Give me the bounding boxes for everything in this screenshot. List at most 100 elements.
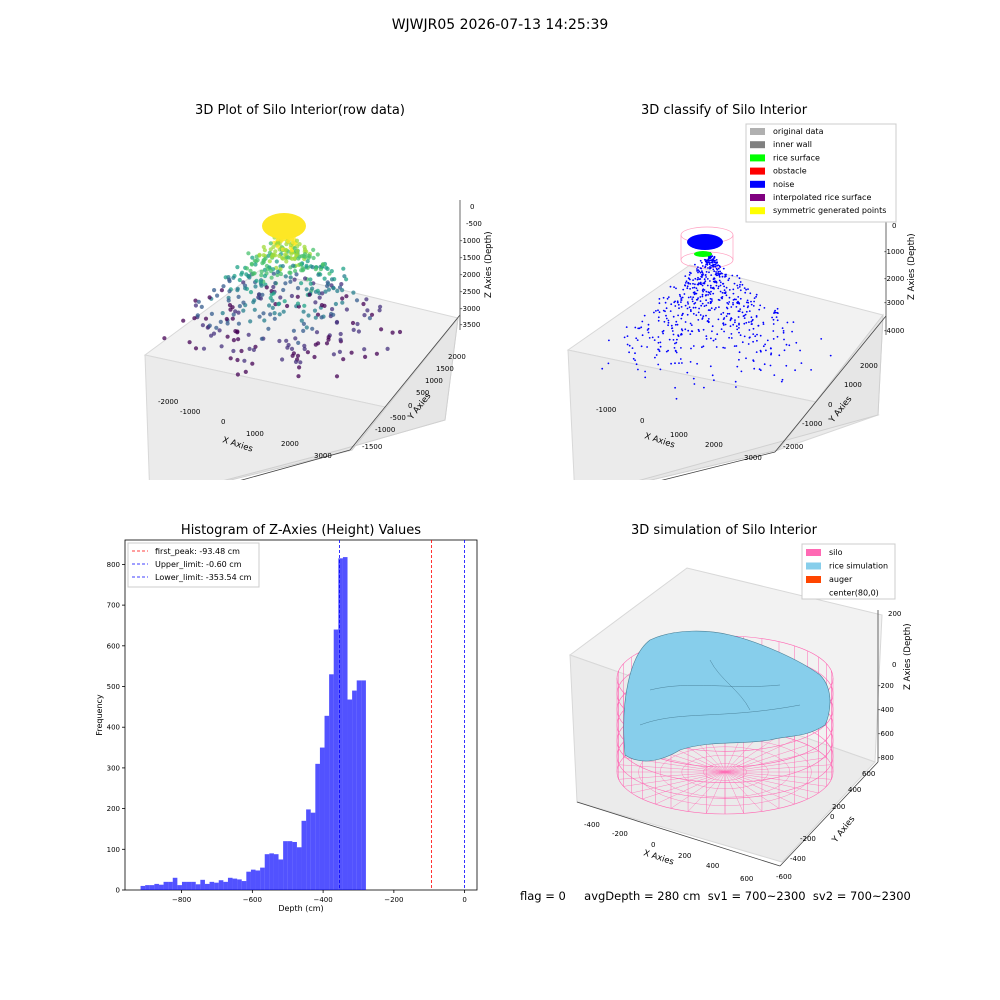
y-tick-label: 200 [107, 805, 120, 813]
raw-data-point [289, 251, 294, 256]
noise-point [625, 326, 628, 328]
raw-data-point [308, 277, 313, 282]
noise-point [721, 297, 723, 300]
noise-point [675, 287, 677, 290]
noise-point [677, 335, 680, 337]
raw-ytick: 1000 [425, 377, 443, 385]
raw-data-point [220, 311, 225, 316]
raw-data-point [296, 256, 301, 261]
raw-data-point [342, 274, 347, 279]
noise-point [785, 343, 788, 346]
histogram-bar [158, 884, 164, 890]
raw-data-point [264, 285, 269, 290]
noise-point [721, 275, 724, 278]
raw-data-point [217, 328, 222, 333]
noise-point [632, 357, 635, 360]
raw-data-point [367, 316, 372, 321]
noise-point [667, 321, 670, 324]
raw-data-point [325, 280, 330, 285]
noise-point [662, 332, 664, 335]
raw-data-point [306, 313, 311, 318]
noise-point [662, 296, 665, 299]
noise-point [758, 368, 761, 371]
noise-point [686, 307, 689, 310]
noise-point [708, 266, 711, 268]
noise-point [678, 293, 681, 296]
noise-point [641, 334, 644, 337]
histogram-bar [172, 877, 178, 890]
raw-data-point [250, 272, 255, 277]
raw-data-point [273, 281, 278, 286]
histogram-bar [145, 885, 150, 890]
raw-data-point [310, 326, 315, 331]
noise-point [709, 302, 712, 305]
simulation-ztick: -200 [878, 682, 894, 690]
legend-label: inner wall [773, 140, 812, 149]
raw-data-point [181, 318, 186, 323]
silo-floor-spoke [724, 764, 832, 773]
raw-data-point [294, 272, 299, 277]
noise-point [730, 333, 733, 335]
raw-data-point [302, 346, 307, 352]
raw-data-point [341, 357, 346, 362]
raw-data-point [283, 252, 288, 257]
noise-point [694, 277, 697, 280]
raw-data-point [289, 293, 294, 299]
noise-point [708, 257, 710, 259]
noise-point [717, 287, 720, 290]
noise-point [689, 333, 692, 335]
noise-point [713, 270, 716, 273]
legend-label: rice surface [773, 153, 820, 162]
raw-ztick: -3500 [460, 321, 480, 329]
raw-data-point [281, 287, 286, 293]
noise-point [712, 292, 715, 295]
noise-point [745, 321, 748, 324]
noise-point [638, 327, 641, 330]
noise-point [703, 278, 706, 281]
raw-data-point [271, 291, 276, 296]
noise-point [658, 298, 661, 300]
noise-point [657, 348, 660, 351]
raw-data-point [187, 340, 192, 345]
raw-data-point [338, 331, 343, 337]
histogram-x-ticks: −800 −600 −400 −200 0 [172, 890, 467, 904]
histogram-bar [214, 882, 219, 890]
noise-point [743, 335, 746, 338]
noise-point [726, 312, 729, 315]
noise-point [664, 301, 667, 304]
raw-data-point [339, 282, 344, 287]
noise-point [644, 376, 647, 379]
raw-data-point [369, 312, 375, 317]
noise-point [680, 317, 683, 320]
noise-point [687, 282, 690, 284]
noise-point [737, 296, 740, 298]
noise-point [693, 286, 696, 289]
classify-x-ticks: -1000 0 1000 2000 3000 [596, 406, 762, 462]
noise-point [735, 345, 738, 347]
noise-point [719, 290, 722, 293]
legend-label: rice simulation [829, 562, 888, 571]
raw-data-point [248, 268, 253, 273]
raw-data-point [284, 259, 289, 264]
classify-plot-title: 3D classify of Silo Interior [640, 103, 808, 118]
raw-data-point [374, 351, 379, 356]
simulation-xtick: -200 [612, 830, 628, 838]
raw-data-point [288, 275, 293, 280]
raw-data-point [378, 304, 383, 309]
noise-point [710, 274, 713, 276]
raw-data-point [377, 308, 382, 313]
noise-point [704, 274, 707, 276]
noise-point [694, 292, 697, 295]
noise-point [669, 310, 672, 312]
noise-point [710, 298, 713, 300]
noise-point [748, 321, 750, 323]
raw-data-point [280, 357, 285, 362]
raw-data-point [355, 321, 360, 327]
raw-data-point [250, 255, 255, 260]
noise-point [723, 285, 725, 288]
x-tick-label: −400 [313, 896, 332, 904]
raw-data-point [361, 301, 366, 307]
histogram-bar [223, 881, 228, 890]
histogram-bar [154, 883, 159, 890]
raw-data-point [304, 287, 309, 292]
